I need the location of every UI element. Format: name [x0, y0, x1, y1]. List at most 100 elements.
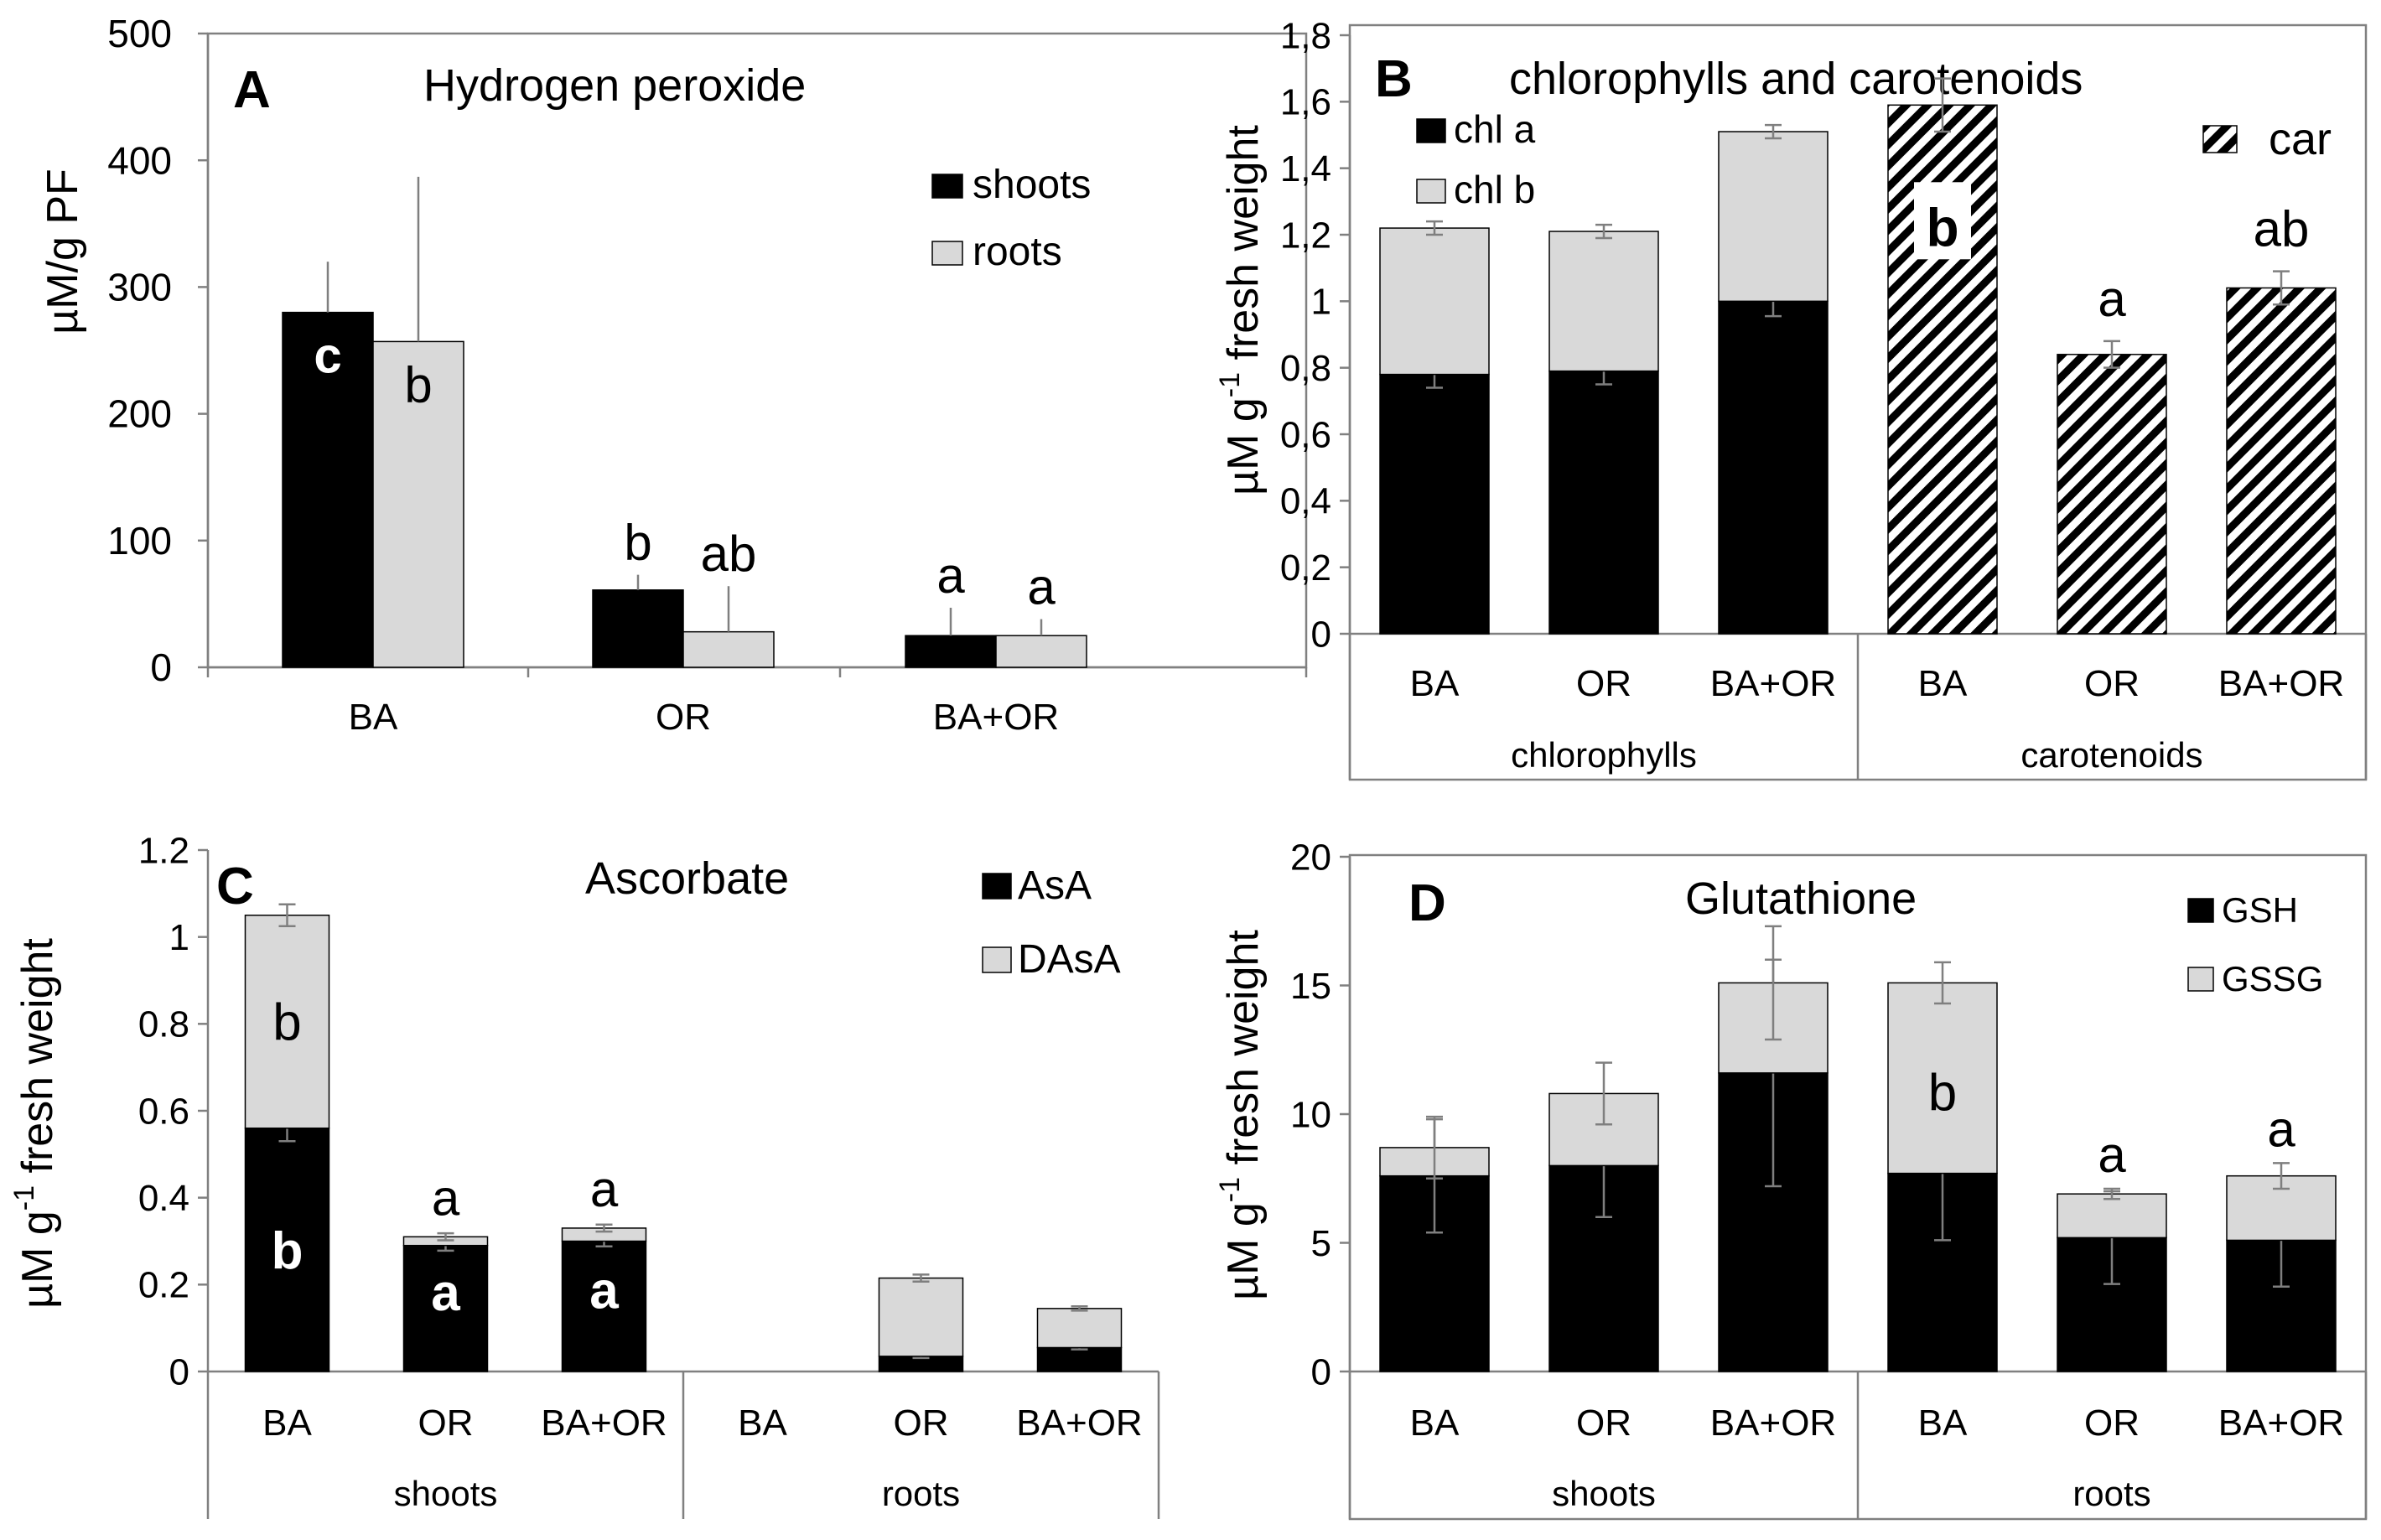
legend-label-roots: roots	[973, 230, 1062, 274]
x-category-label: BA+OR	[1710, 1403, 1836, 1444]
y-tick-label: 0,6	[1280, 414, 1331, 455]
legend-swatch-dasa	[982, 946, 1012, 973]
x-category-label: OR	[2084, 1403, 2140, 1444]
panel-a-title: Hydrogen peroxide	[423, 60, 806, 111]
y-tick-label: 200	[107, 392, 172, 436]
legend-label-gssg: GSSG	[2222, 959, 2323, 998]
x-group-label: carotenoids	[2020, 735, 2202, 775]
y-tick-label: 400	[107, 138, 172, 182]
panel-d-title: Glutathione	[1685, 874, 1917, 924]
significance-letter: a	[2098, 271, 2126, 327]
x-category-label: OR	[418, 1403, 474, 1444]
panel-a-legend: shoots roots	[931, 163, 1091, 274]
significance-letter: a	[590, 1161, 619, 1217]
significance-letter: ab	[2254, 201, 2310, 257]
panel-a-y-axis-label: µM/g PF	[39, 169, 87, 334]
significance-letter: b	[1928, 1064, 1957, 1122]
y-tick-label: 5	[1311, 1223, 1331, 1264]
y-tick-label: 1,2	[1280, 215, 1331, 256]
legend-swatch-roots	[931, 241, 963, 266]
legend-label-car: car	[2269, 114, 2332, 164]
x-category-label: OR	[2084, 663, 2140, 704]
legend-label-dasa: DAsA	[1018, 937, 1121, 982]
significance-letter: a	[2098, 1127, 2126, 1183]
panel-b-y-axis-label: µM g-1 fresh weight	[1214, 125, 1268, 495]
y-tick-label: 0	[1311, 614, 1331, 655]
x-group-label: chlorophylls	[1511, 735, 1697, 775]
bar-asa	[402, 1244, 489, 1372]
x-category-label: OR	[894, 1403, 949, 1444]
significance-letter: c	[314, 328, 341, 384]
panel-c-letter: C	[216, 858, 254, 915]
significance-letter: b	[624, 515, 651, 571]
x-group-label: shoots	[1552, 1474, 1656, 1513]
panel-b-title: chlorophylls and carotenoids	[1509, 54, 2083, 104]
legend-swatch-car	[2202, 125, 2238, 153]
x-category-label: BA	[1918, 663, 1968, 704]
y-tick-label: 0	[1311, 1351, 1331, 1392]
bar-dasa	[878, 1277, 964, 1357]
panel-d-legend: GSH GSSG	[2187, 890, 2323, 998]
significance-letter: b	[404, 356, 432, 412]
significance-letter: a	[2267, 1101, 2295, 1157]
y-tick-label: 0	[150, 646, 172, 689]
x-category-label: OR	[1576, 1403, 1631, 1444]
y-tick-label: 0,2	[1280, 547, 1331, 589]
y-tick-label: 100	[107, 519, 172, 563]
panel-c-title: Ascorbate	[585, 853, 789, 904]
x-category-label: BA	[1410, 663, 1460, 704]
bar-roots	[372, 340, 464, 668]
legend-swatch-gssg	[2187, 967, 2214, 992]
significance-letter: ab	[701, 526, 757, 582]
letter-background	[1914, 182, 1971, 260]
panel-d-y-axis-label: µM g-1 fresh weight	[1214, 930, 1268, 1300]
y-tick-label: 0.2	[138, 1265, 189, 1306]
x-group-label: roots	[2072, 1474, 2150, 1513]
bar-dasa	[244, 915, 330, 1129]
x-category-label: BA+OR	[2218, 1403, 2344, 1444]
legend-label-gsh: GSH	[2222, 890, 2298, 930]
panel-d-glutathione-chart: D Glutathione µM g-1 fresh weight 0 5 10 15…	[1214, 837, 2368, 1521]
panel-d-letter: D	[1408, 874, 1446, 932]
x-category-label: BA+OR	[1710, 663, 1836, 704]
bar-chl-a	[1718, 300, 1829, 635]
panel-c-y-axis-label: µM g-1 fresh weight	[8, 938, 62, 1309]
y-tick-label: 1	[1311, 282, 1331, 323]
bar-asa	[244, 1127, 330, 1372]
panel-a-hydrogen-peroxide-chart: A Hydrogen peroxide µM/g PF 0 100 200 300 40…	[39, 12, 1308, 738]
y-tick-label: 0.6	[138, 1091, 189, 1132]
y-tick-label: 0,8	[1280, 348, 1331, 389]
legend-label-asa: AsA	[1018, 863, 1092, 908]
x-category-label: BA+OR	[2218, 663, 2344, 704]
panel-b-chlorophylls-carotenoids-chart: B chlorophylls and carotenoids µM g-1 fr…	[1214, 15, 2368, 781]
bar-asa	[561, 1240, 647, 1372]
significance-letter: a	[936, 547, 965, 604]
y-tick-label: 1,8	[1280, 15, 1331, 56]
panel-c-legend: AsA DAsA	[982, 863, 1121, 982]
bar-chl-b	[1548, 231, 1659, 372]
bar-gssg	[1887, 982, 1998, 1174]
y-tick-label: 1,6	[1280, 82, 1331, 123]
panel-b-letter: B	[1375, 50, 1413, 108]
y-tick-label: 1.2	[138, 830, 189, 871]
bar-dasa	[1036, 1308, 1123, 1349]
legend-label-shoots: shoots	[973, 163, 1091, 207]
y-tick-label: 0.8	[138, 1004, 189, 1045]
bar-chl-a	[1379, 373, 1490, 635]
legend-swatch-gsh	[2187, 898, 2214, 923]
bar-roots	[995, 635, 1087, 668]
bar-roots	[682, 630, 775, 668]
legend-swatch-chl-a	[1416, 118, 1446, 143]
bar-shoots	[592, 589, 684, 668]
y-tick-label: 0	[169, 1351, 189, 1392]
x-category-label: BA+OR	[933, 697, 1059, 738]
legend-label-chl-a: chl a	[1454, 107, 1536, 151]
y-tick-label: 1,4	[1280, 148, 1331, 189]
significance-letter: a	[431, 1264, 460, 1322]
bar-shoots	[905, 635, 997, 668]
y-tick-label: 20	[1290, 837, 1331, 878]
significance-letter: a	[1027, 559, 1056, 615]
bar-chl-a	[1548, 370, 1659, 635]
